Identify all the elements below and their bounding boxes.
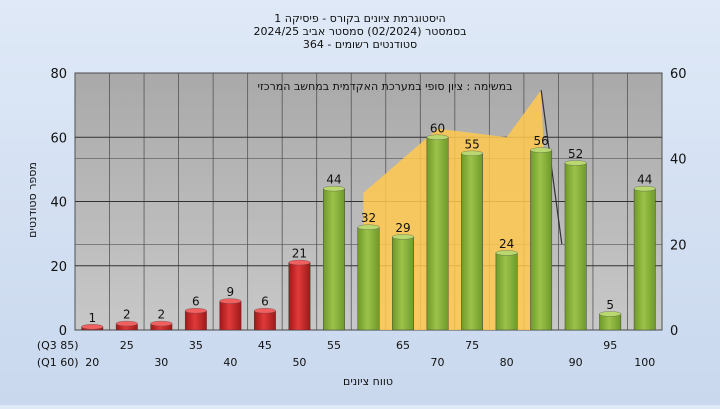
bar-value-label: 55 — [464, 137, 479, 151]
y-axis-title: מספר סטודנטים — [26, 162, 39, 238]
bar-top — [323, 185, 345, 192]
y-axis-tick-label: 40 — [50, 196, 67, 211]
bar-value-label: 5 — [606, 298, 614, 312]
bar — [323, 188, 345, 331]
bar-value-label: 44 — [637, 173, 652, 187]
bar-top — [564, 160, 587, 166]
y-axis-tick-label: 60 — [50, 131, 67, 146]
bar-top — [150, 320, 173, 327]
bar-top — [495, 250, 518, 256]
x-axis-tick-label: 95 — [603, 339, 617, 352]
bar-top — [219, 298, 242, 304]
bar-top — [426, 134, 449, 140]
bar-value-label: 24 — [499, 237, 514, 251]
chart-title-line: סטודנטים רשומים - 364 — [303, 38, 417, 51]
y-axis-tick-label: 20 — [50, 260, 67, 275]
x-axis-tick-label: 70 — [431, 356, 445, 369]
bar-top — [288, 259, 311, 266]
bar — [633, 188, 656, 331]
bar — [254, 310, 276, 331]
y2-axis-tick-label: 0 — [670, 324, 678, 339]
x-axis-tick-label: 75 — [465, 339, 479, 352]
y-axis-tick-label: 80 — [50, 67, 67, 82]
x-axis-tick-label: 50 — [292, 356, 306, 369]
bar — [219, 300, 242, 331]
bar-value-label: 2 — [123, 308, 131, 322]
bar-top — [357, 224, 380, 230]
bar-value-label: 6 — [192, 295, 200, 309]
bar-value-label: 44 — [326, 173, 341, 187]
bar-top — [254, 308, 276, 314]
bar-value-label: 6 — [261, 295, 269, 309]
bar — [530, 149, 553, 331]
bar-value-label: 32 — [361, 211, 376, 225]
bar — [288, 262, 311, 331]
bar-top — [599, 311, 622, 317]
bar-top — [461, 150, 483, 156]
bar-top — [392, 234, 414, 240]
bar-value-label: 21 — [292, 247, 307, 261]
bar — [426, 137, 449, 331]
x-axis-tick-label: (Q1 60) — [37, 356, 79, 369]
x-axis-tick-label: (Q3 85) — [37, 339, 79, 352]
bar-value-label: 9 — [227, 285, 235, 299]
x-axis-tick-label: 35 — [189, 339, 203, 352]
bar-value-label: 56 — [534, 134, 549, 148]
bar-value-label: 52 — [568, 147, 583, 161]
x-axis-tick-label: 45 — [258, 339, 272, 352]
x-axis-tick-label: 20 — [85, 356, 99, 369]
y2-axis-tick-label: 40 — [670, 153, 687, 168]
x-axis-tick-label: 90 — [569, 356, 583, 369]
bar-top — [184, 308, 207, 314]
y2-axis-tick-label: 60 — [670, 67, 687, 82]
bar — [461, 153, 483, 331]
x-axis-tick-label: 25 — [120, 339, 134, 352]
plot-annotation: במשימה : ציון סופי במערכת האקדמית במחשב … — [258, 80, 513, 93]
bar — [357, 226, 380, 331]
bar-value-label: 1 — [88, 311, 96, 325]
bar-value-label: 2 — [158, 308, 166, 322]
bar — [564, 162, 587, 331]
bar — [184, 310, 207, 331]
bar-top — [530, 147, 553, 153]
x-axis-tick-label: 100 — [634, 356, 655, 369]
bar-value-label: 60 — [430, 121, 445, 135]
bar-value-label: 29 — [395, 221, 410, 235]
bar-top — [115, 320, 138, 327]
bar — [495, 252, 518, 331]
x-axis-title: טווח ציונים — [343, 375, 393, 388]
y-axis-tick-label: 0 — [59, 324, 67, 339]
chart-title-line: בסמסטר (02/2024) סמסטר אביב 2024/25 — [253, 25, 466, 38]
chart-title-line: היסטוגרמת ציונים בקורס - פיסיקה 1 — [274, 12, 445, 25]
y2-axis-tick-label: 20 — [670, 238, 687, 253]
x-axis-tick-label: 40 — [223, 356, 237, 369]
x-axis-tick-label: 65 — [396, 339, 410, 352]
x-axis-tick-label: 80 — [500, 356, 514, 369]
x-axis-tick-label: 55 — [327, 339, 341, 352]
bar — [392, 236, 414, 331]
x-axis-tick-label: 30 — [154, 356, 168, 369]
bar-top — [633, 185, 656, 192]
bar-top — [81, 324, 104, 330]
